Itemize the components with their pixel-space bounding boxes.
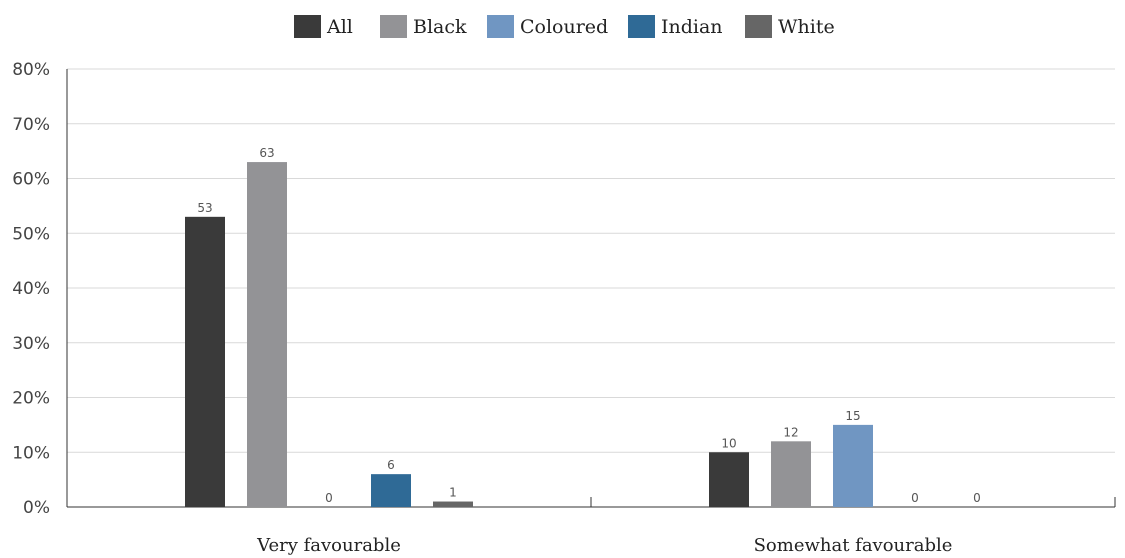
bar bbox=[433, 501, 473, 507]
bar bbox=[247, 162, 287, 507]
y-tick-label: 70% bbox=[12, 115, 50, 135]
x-category-label: Very favourable bbox=[256, 535, 401, 556]
legend-swatch bbox=[380, 15, 407, 38]
x-category-label: Somewhat favourable bbox=[754, 535, 953, 556]
data-label: 0 bbox=[973, 491, 981, 505]
y-tick-label: 0% bbox=[23, 498, 50, 518]
y-tick-label: 20% bbox=[12, 389, 50, 409]
data-labels: 53 63 0 6 1 10 12 15 0 0 bbox=[197, 146, 980, 505]
data-label: 0 bbox=[325, 491, 333, 505]
data-label: 1 bbox=[449, 486, 457, 500]
y-tick-label: 30% bbox=[12, 334, 50, 354]
legend-swatch bbox=[628, 15, 655, 38]
data-label: 15 bbox=[845, 409, 860, 423]
axes bbox=[66, 69, 1116, 508]
data-label: 10 bbox=[721, 436, 736, 450]
legend-label: All bbox=[326, 16, 353, 38]
data-label: 12 bbox=[783, 425, 798, 439]
bar bbox=[371, 474, 411, 507]
category-labels: Very favourable Somewhat favourable bbox=[256, 535, 952, 556]
bar bbox=[709, 452, 749, 507]
y-tick-label: 10% bbox=[12, 443, 50, 463]
legend-swatch bbox=[487, 15, 514, 38]
data-label: 53 bbox=[197, 201, 212, 215]
legend-label: Coloured bbox=[520, 16, 608, 38]
bar bbox=[185, 216, 225, 507]
legend: All Black Coloured Indian White bbox=[294, 15, 835, 38]
bar bbox=[833, 424, 873, 507]
y-tick-label: 40% bbox=[12, 279, 50, 299]
bars bbox=[185, 162, 873, 507]
data-label: 63 bbox=[259, 146, 274, 160]
y-tick-label: 50% bbox=[12, 224, 50, 244]
y-axis-tick-labels: 0% 10% 20% 30% 40% 50% 60% 70% 80% bbox=[12, 60, 50, 518]
legend-label: Black bbox=[413, 16, 467, 38]
legend-swatch bbox=[294, 15, 321, 38]
gridlines bbox=[67, 68, 1115, 453]
y-tick-label: 80% bbox=[12, 60, 50, 80]
legend-swatch bbox=[745, 15, 772, 38]
legend-label: Indian bbox=[661, 16, 723, 38]
legend-label: White bbox=[778, 16, 835, 38]
data-label: 0 bbox=[911, 491, 919, 505]
y-tick-label: 60% bbox=[12, 170, 50, 190]
data-label: 6 bbox=[387, 458, 395, 472]
bar bbox=[771, 441, 811, 507]
